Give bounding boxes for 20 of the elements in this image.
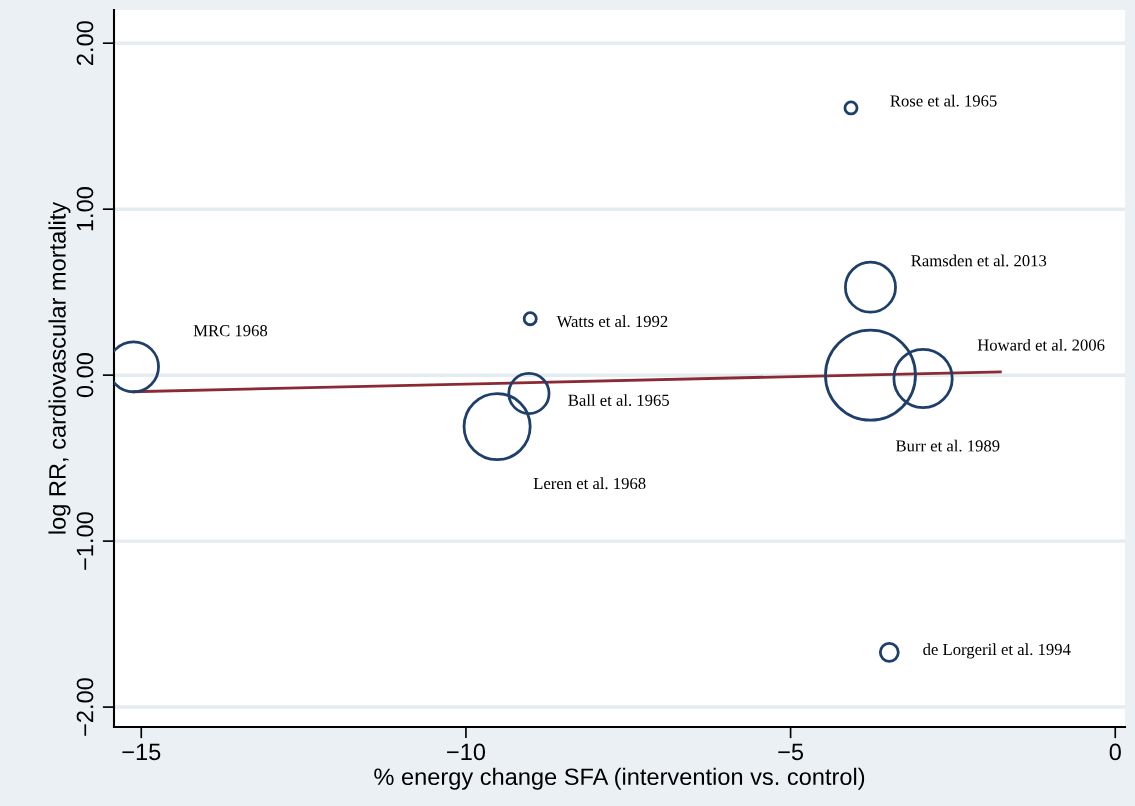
y-tick-label: −2.00 <box>76 678 94 736</box>
x-tick-label: −5 <box>778 743 804 761</box>
annotation: MRC 1968 <box>193 325 268 337</box>
y-tick-label: −1.00 <box>76 512 94 570</box>
annotation: Howard et al. 2006 <box>977 338 1105 351</box>
annotation: Ramsden et al. 2013 <box>911 254 1047 267</box>
annotation: Burr et al. 1989 <box>895 439 1000 452</box>
annotation: Leren et al. 1968 <box>533 477 646 490</box>
annotation: Watts et al. 1992 <box>556 315 668 328</box>
annotation: Ball et al. 1965 <box>568 394 669 406</box>
x-tick-label: −15 <box>122 743 161 761</box>
y-tick-label: 2.00 <box>76 21 94 65</box>
annotation: Rose et al. 1965 <box>890 94 997 107</box>
y-tick-label: 0.00 <box>76 353 94 398</box>
annotation: de Lorgeril et al. 1994 <box>923 643 1071 659</box>
y-tick-label: 1.00 <box>76 187 94 231</box>
x-tick-label: 0 <box>1109 743 1121 761</box>
x-axis-title: % energy change SFA (intervention vs. control) <box>374 767 865 790</box>
x-tick-label: −10 <box>447 743 486 761</box>
y-axis-title: log RR, cardiovascular mortality <box>48 201 71 534</box>
